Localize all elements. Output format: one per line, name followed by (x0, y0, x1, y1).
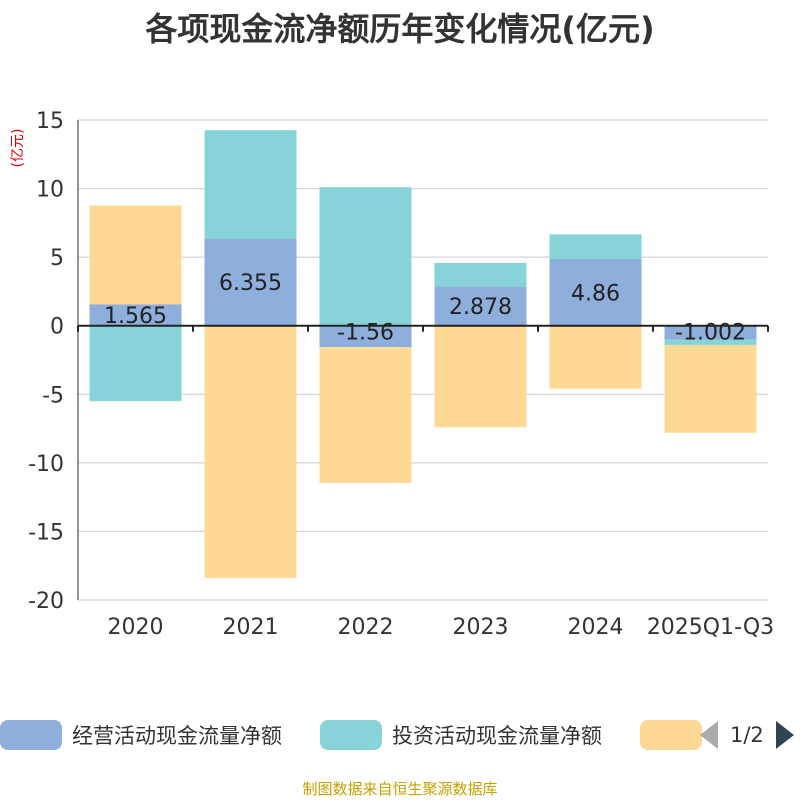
bar-series-3 (664, 344, 757, 433)
data-label: 2.878 (449, 295, 512, 320)
legend-swatch (0, 720, 62, 750)
data-label: 1.565 (104, 304, 167, 329)
y-tick-label: 0 (50, 315, 64, 340)
bar-series-3 (549, 325, 642, 389)
x-tick-label: 2022 (338, 615, 394, 640)
data-label: -1.56 (337, 321, 394, 346)
y-tick-label: -10 (28, 452, 64, 477)
legend-swatch (640, 720, 702, 750)
data-label: 4.86 (571, 281, 620, 306)
x-tick-label: 2021 (223, 615, 279, 640)
bar-series-3 (89, 205, 182, 305)
bar-series-2 (549, 234, 642, 260)
bar-series-2 (664, 339, 757, 345)
bar-series-2 (204, 130, 297, 239)
bar-series-3 (319, 347, 412, 483)
legend-label: 经营活动现金流量净额 (72, 724, 282, 748)
legend-item[interactable]: 经营活动现金流量净额 (0, 716, 282, 754)
legend: 经营活动现金流量净额 投资活动现金流量净额 (0, 716, 800, 754)
bar-series-1 (434, 286, 527, 326)
pager-text: 1/2 (730, 723, 764, 747)
bar-series-3 (434, 325, 527, 428)
y-tick-label: 15 (36, 109, 64, 134)
bar-series-1 (549, 259, 642, 326)
bar-series-2 (319, 187, 412, 326)
bar-series-3 (204, 325, 297, 579)
y-tick-label: -15 (28, 520, 64, 545)
y-tick-label: 10 (36, 178, 64, 203)
bar-series-1 (664, 325, 757, 340)
legend-label: 投资活动现金流量净额 (392, 724, 602, 748)
chart-title: 各项现金流净额历年变化情况(亿元) (145, 10, 655, 48)
gridlines (78, 119, 768, 601)
bar-series-2 (434, 262, 527, 287)
data-labels: 1.565 6.355 -1.56 2.878 4.86 -1.002 (104, 271, 746, 346)
bar-series-1 (89, 304, 182, 326)
y-tick-label: 5 (50, 246, 64, 271)
bar-series-2 (89, 325, 182, 402)
y-axis-label: (亿元) (10, 129, 26, 168)
legend-pager: 1/2 (700, 716, 794, 754)
legend-item[interactable] (640, 716, 702, 754)
y-tick-label: -20 (28, 589, 64, 614)
bar-series-1 (319, 325, 412, 348)
bars (89, 130, 757, 579)
x-tick-label: 2024 (568, 615, 624, 640)
legend-swatch (320, 720, 382, 750)
axes: 15 10 5 0 -5 -10 -15 -20 (亿元) 2020 2021 2022 2023 202… (10, 109, 774, 640)
source-note: 制图数据来自恒生聚源数据库 (302, 780, 498, 798)
legend-item[interactable]: 投资活动现金流量净额 (320, 716, 602, 754)
y-tick-label: -5 (42, 383, 64, 408)
pager-prev-icon[interactable] (700, 721, 718, 749)
data-label: 6.355 (219, 271, 282, 296)
data-label: -1.002 (675, 321, 746, 346)
x-tick-label: 2020 (108, 615, 164, 640)
x-tick-label: 2023 (453, 615, 509, 640)
x-tick-label: 2025Q1-Q3 (647, 615, 774, 640)
bar-series-1 (204, 238, 297, 326)
pager-next-icon[interactable] (775, 721, 794, 749)
